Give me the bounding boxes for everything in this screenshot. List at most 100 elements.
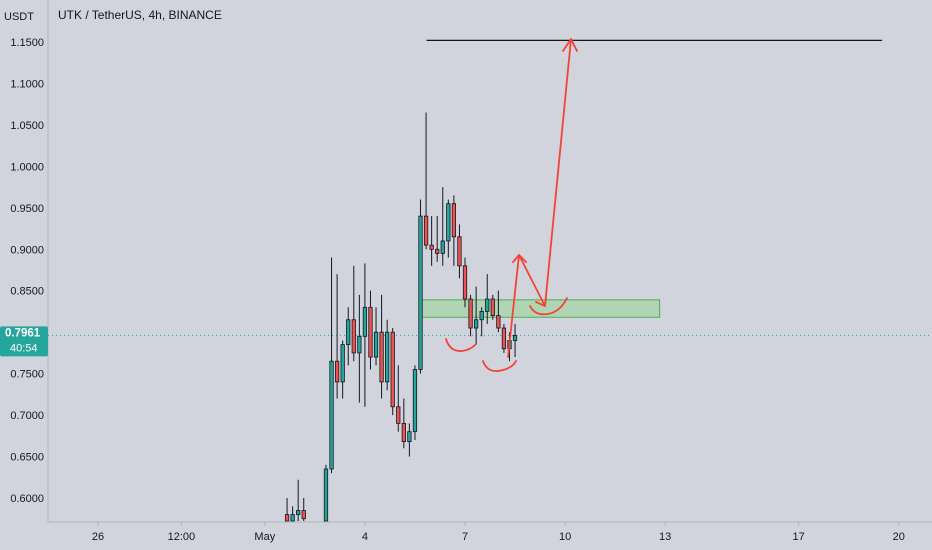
candle-up[interactable] <box>479 307 484 337</box>
right-shoulder-curve <box>529 297 568 316</box>
candle-down[interactable] <box>451 195 457 266</box>
time-tick-label: May <box>254 531 275 543</box>
candle-up[interactable] <box>446 199 451 258</box>
candle-body <box>290 514 295 522</box>
currency-unit-label: USDT <box>4 11 34 23</box>
candle-up[interactable] <box>296 479 301 521</box>
candle-body <box>490 298 495 317</box>
candle-body <box>462 265 468 300</box>
candle-body <box>412 369 418 433</box>
candle-body <box>340 344 345 383</box>
candle-body <box>457 236 462 267</box>
candle-up[interactable] <box>485 274 490 324</box>
left-shoulder-curve <box>445 338 476 352</box>
candle-down[interactable] <box>390 328 395 416</box>
candle-up[interactable] <box>440 187 445 266</box>
candle-up[interactable] <box>323 464 329 522</box>
candle-down[interactable] <box>423 112 429 250</box>
last-price-badge: 0.7961 40:54 <box>0 326 48 357</box>
price-tick-label: 0.6000 <box>10 493 44 505</box>
price-tick-label: 0.8500 <box>10 286 44 298</box>
last-price-badge-background <box>0 326 48 357</box>
time-tick-label: 20 <box>893 531 905 543</box>
last-price-value: 0.7961 <box>5 327 41 339</box>
candle-body <box>429 244 434 250</box>
head-curve <box>482 360 517 372</box>
candle-body <box>334 360 340 383</box>
time-tick-label: 10 <box>559 531 571 543</box>
target-arrow-head <box>562 38 578 52</box>
candle-body <box>346 319 351 346</box>
candle-body <box>396 406 401 424</box>
candle-down[interactable] <box>401 398 406 449</box>
candle-body <box>423 215 429 246</box>
candle-up[interactable] <box>385 319 390 391</box>
candle-down[interactable] <box>301 498 306 521</box>
candle-body <box>385 331 390 383</box>
candle-down[interactable] <box>351 265 356 362</box>
price-tick-label: 0.9500 <box>10 203 44 215</box>
symbol-title[interactable]: UTK / TetherUS, 4h, BINANCE <box>58 8 222 22</box>
time-axis[interactable]: 26 12:00 May 4 7 10 13 17 20 <box>92 522 905 543</box>
price-tick-label: 1.0500 <box>10 120 44 132</box>
candle-body <box>446 203 451 242</box>
candle-body <box>440 240 445 254</box>
candle-down[interactable] <box>435 216 440 262</box>
candle-up[interactable] <box>407 423 412 457</box>
candle-body <box>501 327 507 350</box>
candle-body <box>362 306 368 337</box>
price-tick-label: 0.9000 <box>10 244 44 256</box>
candle-down[interactable] <box>334 274 340 399</box>
candle-body <box>512 335 518 341</box>
candle-down[interactable] <box>490 294 495 320</box>
candle-up[interactable] <box>357 294 362 403</box>
candle-body <box>485 298 490 312</box>
candle-body <box>418 215 423 370</box>
red-annotations[interactable] <box>445 38 578 372</box>
candle-body <box>468 298 473 329</box>
candle-body <box>301 510 306 520</box>
candle-down[interactable] <box>284 498 290 522</box>
candle-down[interactable] <box>462 257 468 308</box>
candle-down[interactable] <box>368 290 373 370</box>
price-tick-label: 1.1500 <box>10 37 44 49</box>
candle-body <box>373 331 379 358</box>
candle-down[interactable] <box>379 294 384 399</box>
candle-body <box>435 248 440 254</box>
candle-up[interactable] <box>418 199 423 374</box>
time-tick-label: 26 <box>92 531 104 543</box>
price-tick-label: 1.0000 <box>10 161 44 173</box>
candle-body <box>357 335 362 354</box>
time-tick-label: 12:00 <box>168 531 196 543</box>
candle-up[interactable] <box>512 323 518 358</box>
candle-up[interactable] <box>290 506 295 522</box>
breakout-arrow-line <box>507 38 572 358</box>
price-tick-label: 0.6500 <box>10 452 44 464</box>
candle-up[interactable] <box>340 340 345 399</box>
candle-up[interactable] <box>346 307 351 366</box>
price-tick-label: 0.7000 <box>10 410 44 422</box>
candle-down[interactable] <box>396 365 401 432</box>
candle-body <box>390 331 395 408</box>
candle-up[interactable] <box>362 263 368 407</box>
candle-down[interactable] <box>429 216 434 266</box>
candle-up[interactable] <box>329 257 334 474</box>
pullback-arrow-head <box>535 296 547 307</box>
candle-up[interactable] <box>373 307 379 366</box>
candle-down[interactable] <box>501 323 507 353</box>
price-tick-label: 1.1000 <box>10 78 44 90</box>
candle-body <box>296 510 301 515</box>
time-tick-label: 4 <box>362 531 368 543</box>
time-tick-label: 17 <box>793 531 805 543</box>
candle-up[interactable] <box>473 286 479 345</box>
bar-countdown: 40:54 <box>10 342 38 354</box>
candle-body <box>496 315 501 329</box>
candle-body <box>473 319 479 329</box>
candle-down[interactable] <box>468 294 473 337</box>
candle-down[interactable] <box>457 224 462 279</box>
candle-down[interactable] <box>496 290 501 333</box>
price-tick-label: 0.7500 <box>10 369 44 381</box>
candle-body <box>351 319 356 354</box>
candle-up[interactable] <box>412 365 418 440</box>
